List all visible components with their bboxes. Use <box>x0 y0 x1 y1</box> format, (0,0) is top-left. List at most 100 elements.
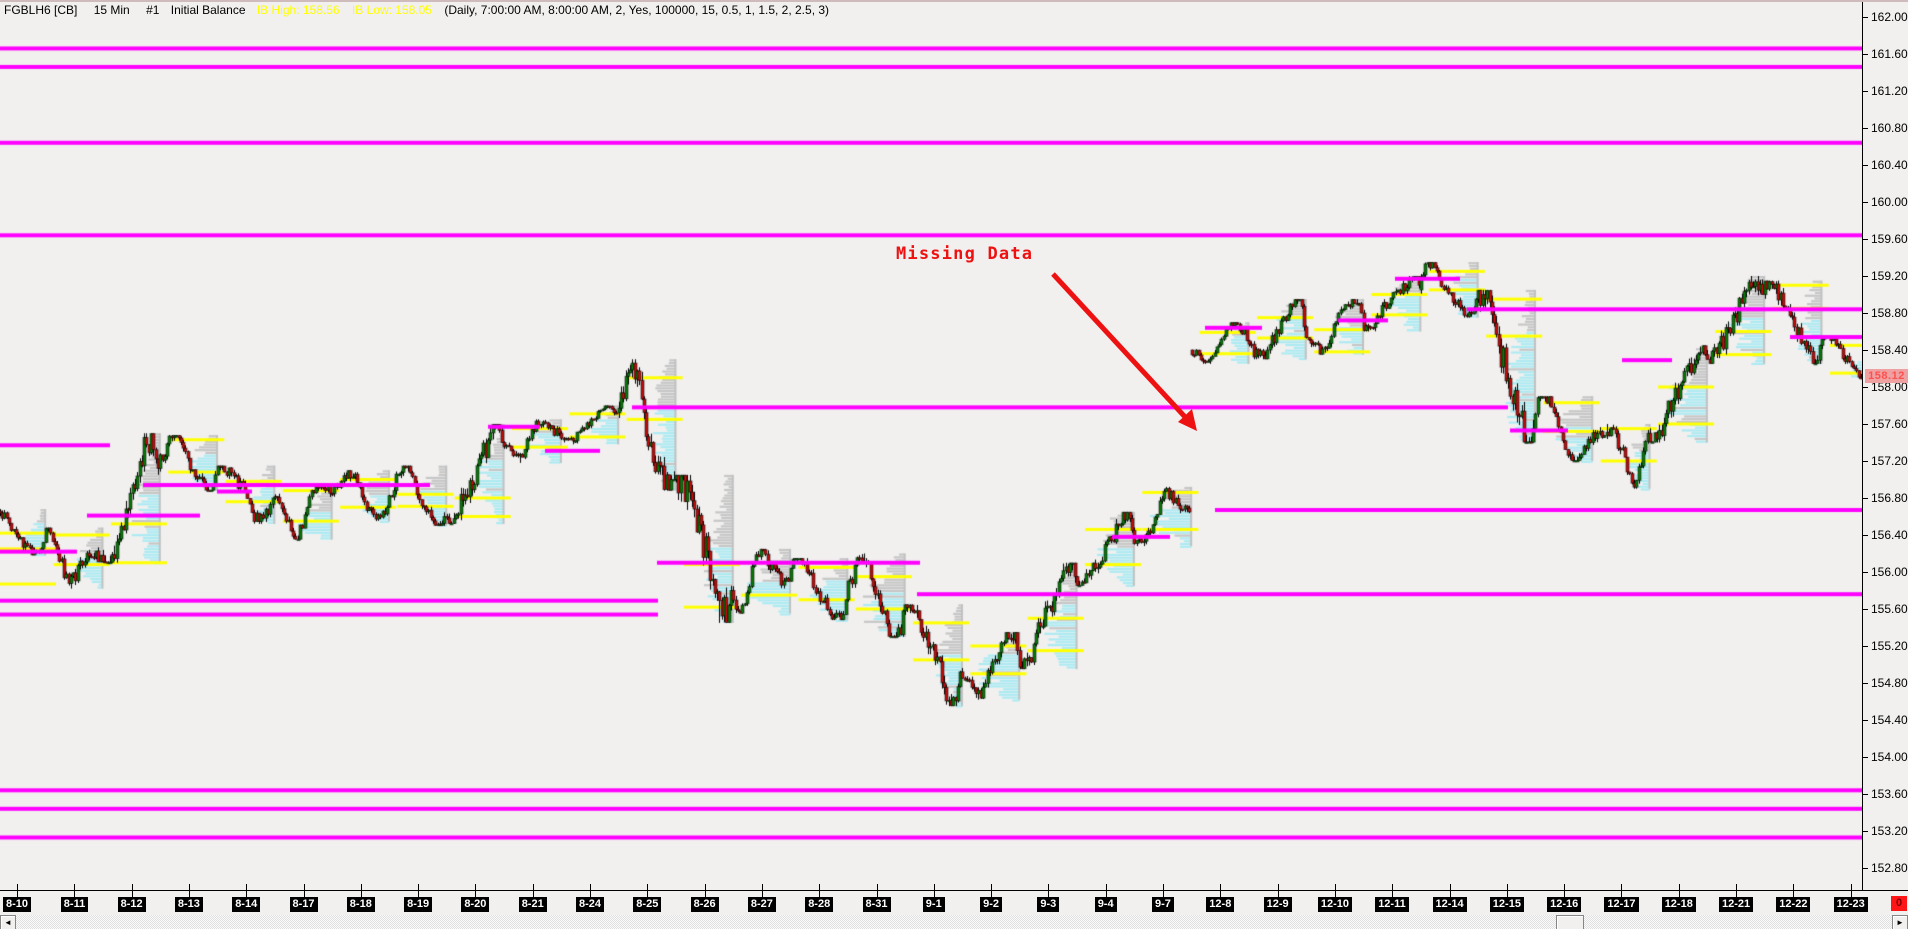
date-axis-tick <box>1048 884 1050 897</box>
date-label: 8-13 <box>174 897 203 912</box>
date-axis-tick <box>131 884 133 897</box>
date-axis-tick <box>1564 884 1566 897</box>
scroll-right-arrow-icon: ► <box>1896 918 1904 927</box>
price-axis-tick <box>1863 646 1868 647</box>
scroll-right-button[interactable]: ► <box>1892 915 1908 929</box>
date-label: 9-3 <box>1037 897 1060 912</box>
date-label: 8-10 <box>3 897 32 912</box>
date-axis-tick <box>704 884 706 897</box>
date-label: 9-4 <box>1094 897 1117 912</box>
last-price-badge: 158.12 <box>1865 368 1908 383</box>
date-axis[interactable]: 8-10 8-11 8-12 8-13 8-14 8-17 8-18 8-19 8-20 8-21… <box>0 884 1908 916</box>
price-tick-label: 154.00 <box>1871 750 1908 764</box>
scrollbar-thumb[interactable] <box>1556 915 1584 929</box>
date-label: 8-21 <box>518 897 547 912</box>
date-axis-tick <box>360 884 362 897</box>
price-axis-tick <box>1863 683 1868 684</box>
date-axis-tick <box>246 884 248 897</box>
date-label: 8-27 <box>747 897 776 912</box>
date-axis-tick <box>1793 884 1795 897</box>
date-axis-tick <box>1334 884 1336 897</box>
date-axis-tick <box>1678 884 1680 897</box>
price-axis-tick <box>1863 720 1868 721</box>
date-label: 12-21 <box>1719 897 1754 912</box>
date-label: 12-18 <box>1661 897 1696 912</box>
price-axis-tick <box>1863 239 1868 240</box>
date-axis-tick <box>475 884 477 897</box>
price-axis-tick <box>1863 313 1868 314</box>
price-tick-label: 161.60 <box>1871 47 1908 61</box>
price-axis[interactable]: 158.12 162.00 161.60 161.20 160.80 160.40 160… <box>1862 2 1908 891</box>
date-label: 9-2 <box>980 897 1002 912</box>
date-axis-tick <box>532 884 534 897</box>
price-axis-tick <box>1863 165 1868 166</box>
date-label: 12-22 <box>1776 897 1811 912</box>
date-label: 8-11 <box>60 897 89 912</box>
date-axis-tick <box>303 884 305 897</box>
price-tick-label: 157.60 <box>1871 417 1908 431</box>
price-axis-tick <box>1863 54 1868 55</box>
price-axis-tick <box>1863 91 1868 92</box>
price-tick-label: 156.40 <box>1871 528 1908 542</box>
price-tick-label: 162.00 <box>1871 10 1908 24</box>
price-tick-label: 159.60 <box>1871 232 1908 246</box>
price-axis-tick <box>1863 387 1868 388</box>
date-label: 8-20 <box>461 897 490 912</box>
ib-low-value: IB Low: 158.05 <box>351 3 432 17</box>
date-axis-tick <box>1220 884 1222 897</box>
date-label: 8-26 <box>690 897 719 912</box>
ib-high-value: IB High: 158.56 <box>256 3 340 17</box>
date-label: 12-17 <box>1604 897 1639 912</box>
symbol-label: FGBLH6 [CB] <box>4 3 78 17</box>
price-tick-label: 158.00 <box>1871 380 1908 394</box>
interval-label: 15 Min <box>93 3 130 17</box>
date-label: 12-16 <box>1547 897 1582 912</box>
price-tick-label: 155.20 <box>1871 639 1908 653</box>
price-axis-tick <box>1863 794 1868 795</box>
horizontal-scrollbar[interactable]: ◄ ► <box>0 915 1908 929</box>
date-label: 8-18 <box>346 897 375 912</box>
date-axis-tick <box>1736 884 1737 897</box>
date-label: 12-10 <box>1317 897 1353 912</box>
date-axis-tick <box>761 884 763 897</box>
price-tick-label: 153.20 <box>1871 824 1908 838</box>
price-tick-label: 155.60 <box>1871 602 1908 616</box>
price-chart-canvas[interactable] <box>0 2 1862 891</box>
study-name-label: Initial Balance <box>170 3 246 17</box>
date-axis-tick <box>74 884 76 897</box>
price-axis-tick <box>1863 535 1868 536</box>
date-label: 12-9 <box>1263 897 1292 912</box>
price-tick-label: 159.20 <box>1871 269 1908 283</box>
date-label: 8-12 <box>117 897 146 912</box>
date-label: 9-1 <box>922 897 945 912</box>
price-tick-label: 154.40 <box>1871 713 1908 727</box>
price-axis-tick <box>1863 128 1868 129</box>
date-axis-tick <box>1621 884 1623 897</box>
price-tick-label: 160.80 <box>1871 121 1908 135</box>
date-label: 8-31 <box>862 897 891 912</box>
scroll-left-arrow-icon: ◄ <box>4 918 12 927</box>
scroll-left-button[interactable]: ◄ <box>0 915 16 929</box>
overflow-count-badge: 0 <box>1891 896 1907 911</box>
price-axis-tick <box>1863 572 1868 573</box>
price-tick-label: 156.00 <box>1871 565 1908 579</box>
date-axis-tick <box>819 884 821 897</box>
date-label: 8-24 <box>576 897 605 912</box>
date-label: 9-7 <box>1152 897 1174 912</box>
price-tick-label: 158.80 <box>1871 306 1908 320</box>
price-axis-tick <box>1863 276 1868 277</box>
price-tick-label: 158.40 <box>1871 343 1908 357</box>
missing-data-annotation: Missing Data <box>896 244 1034 264</box>
price-tick-label: 160.00 <box>1871 195 1908 209</box>
date-axis-tick <box>590 884 591 897</box>
date-axis-tick <box>1277 884 1279 897</box>
date-axis-tick <box>1449 884 1451 897</box>
price-axis-tick <box>1863 498 1868 499</box>
date-label: 12-11 <box>1375 897 1409 912</box>
date-axis-tick <box>188 884 190 897</box>
price-tick-label: 153.60 <box>1871 787 1908 801</box>
date-axis-tick <box>1506 884 1508 897</box>
date-axis-tick <box>1392 884 1394 897</box>
price-tick-label: 157.20 <box>1871 454 1908 468</box>
